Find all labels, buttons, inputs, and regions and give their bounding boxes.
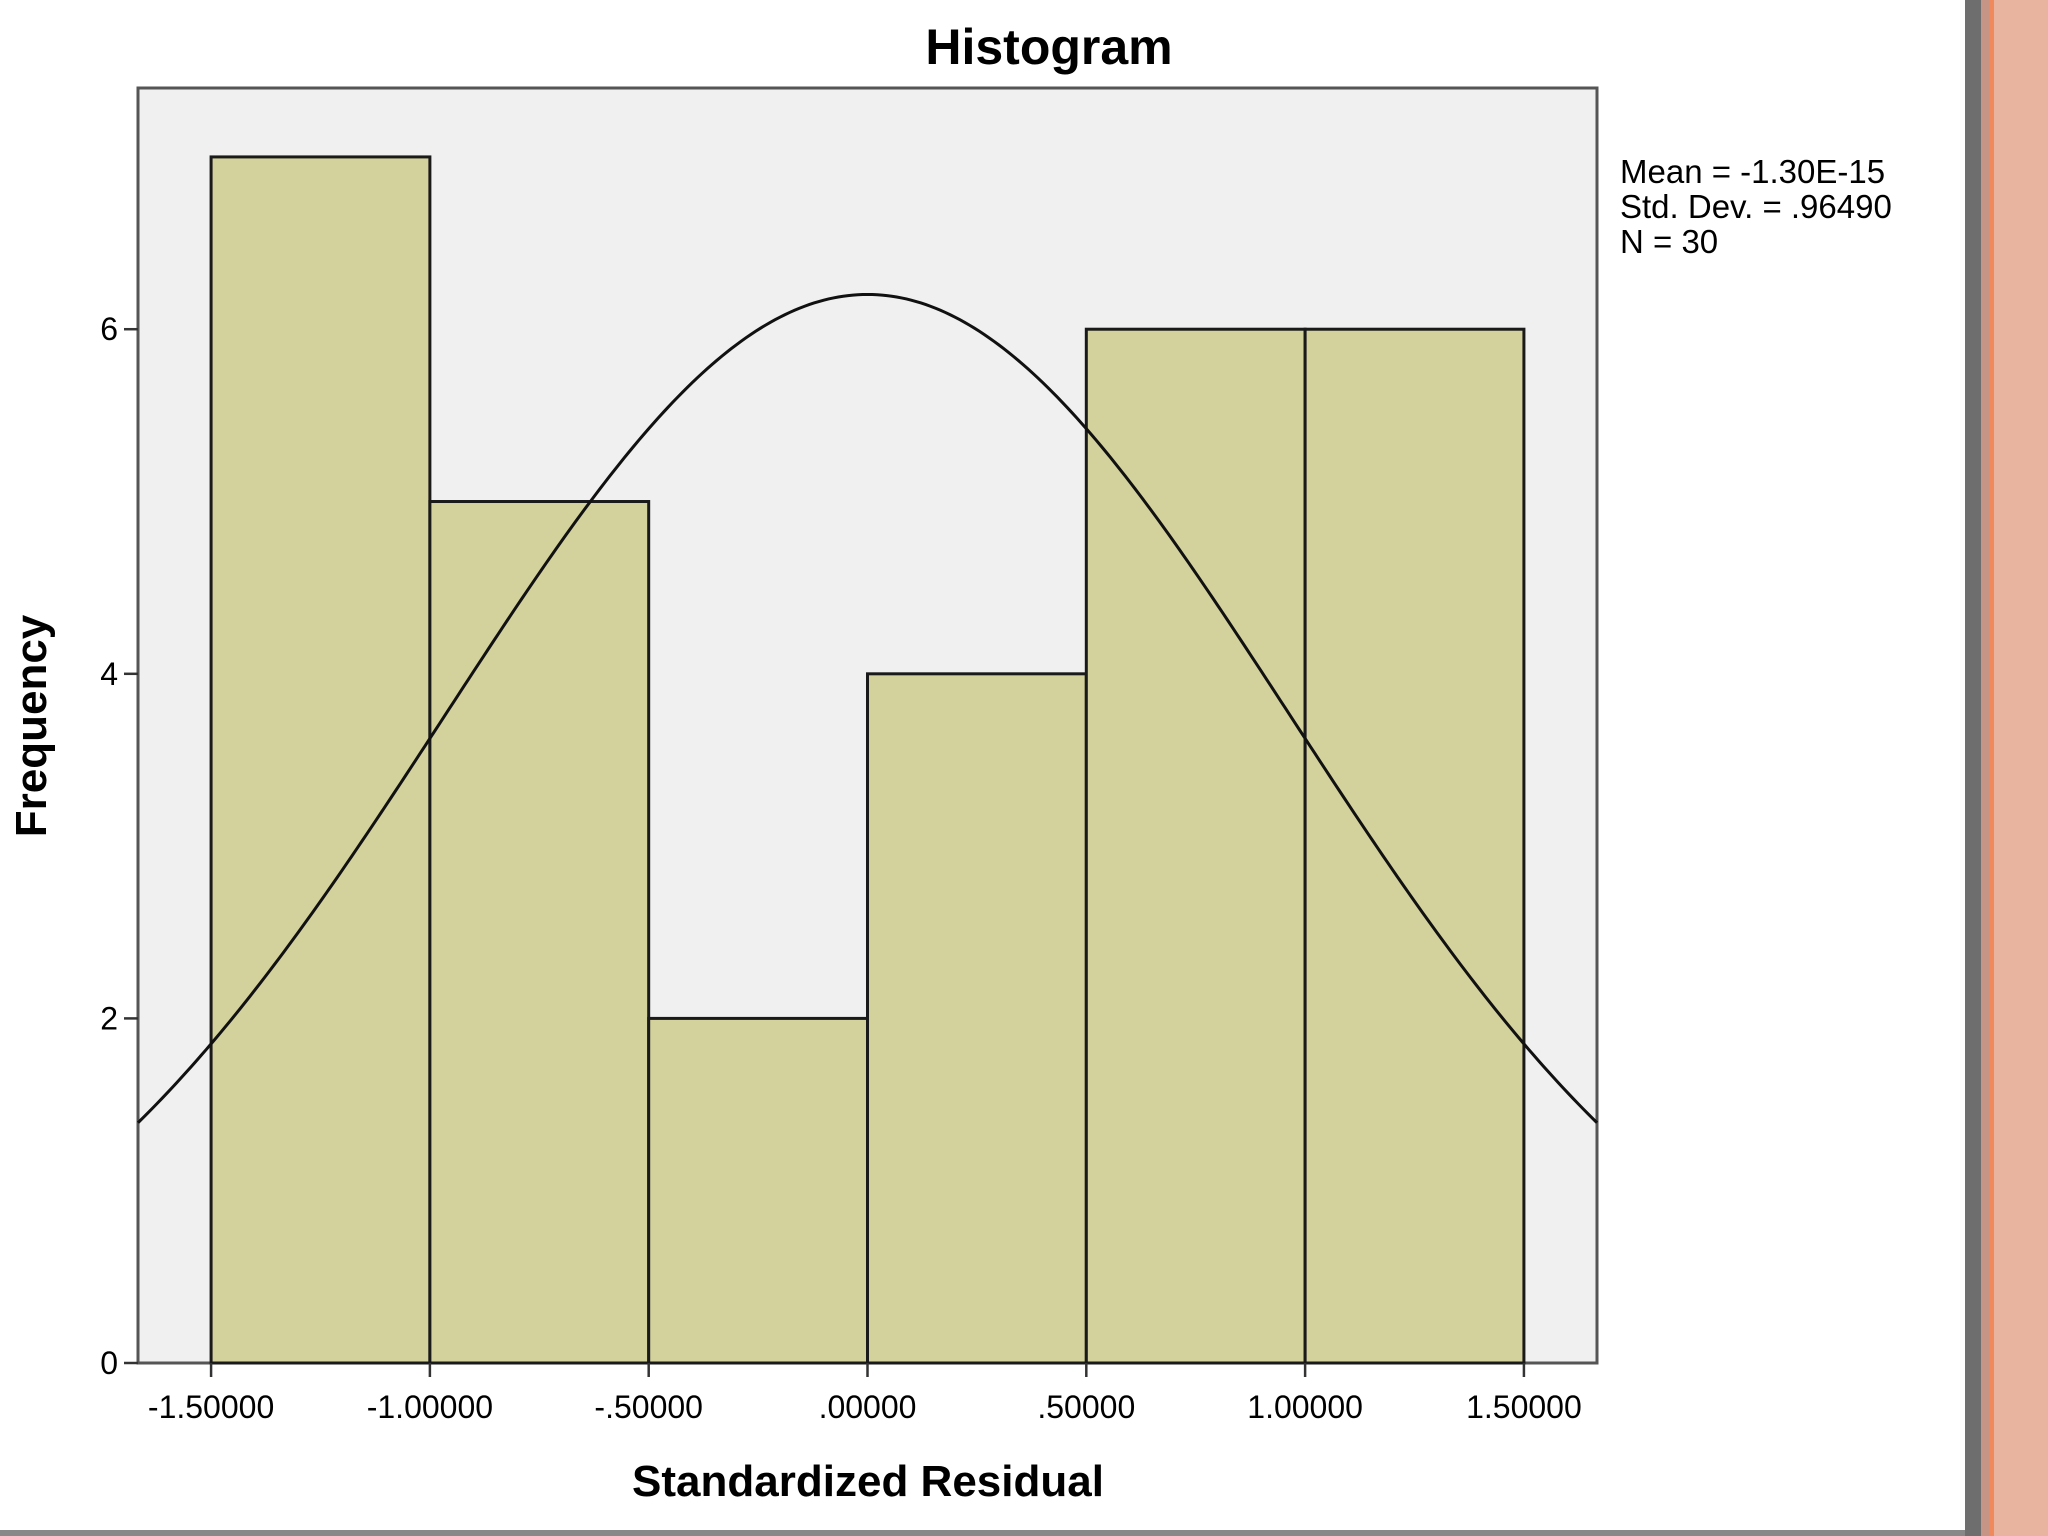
y-tick-label-2: 4 (100, 656, 118, 692)
x-tick-label-5: 1.00000 (1247, 1389, 1363, 1425)
histogram-bar-1 (209, 155, 432, 1365)
histogram-bar-5 (1084, 327, 1307, 1365)
y-tick-label-3: 6 (100, 311, 118, 347)
histogram-bar-4 (866, 672, 1088, 1365)
bars-group (209, 155, 1526, 1365)
stats-legend: Mean = -1.30E-15 Std. Dev. = .96490 N = … (1620, 153, 1892, 260)
y-tick-label-1: 2 (100, 1000, 118, 1036)
normal-curve (136, 292, 1599, 1124)
x-tick-label-0: -1.50000 (148, 1389, 274, 1425)
x-axis: -1.50000 -1.00000 -.50000 .00000 .50000 1.000… (148, 1363, 1582, 1425)
x-tick-label-1: -1.00000 (367, 1389, 493, 1425)
x-tick-label-6: 1.50000 (1466, 1389, 1582, 1425)
x-tick-label-3: .00000 (819, 1389, 917, 1425)
stats-std-dev: Std. Dev. = .96490 (1620, 188, 1892, 225)
histogram-bar-3 (647, 1016, 870, 1365)
y-axis: 0 2 4 6 (100, 311, 138, 1381)
x-tick-label-4: .50000 (1037, 1389, 1135, 1425)
histogram-bar-6 (1303, 327, 1526, 1365)
y-axis-title: Frequency (7, 614, 56, 837)
chart-title: Histogram (925, 19, 1172, 75)
stats-n: N = 30 (1620, 223, 1718, 260)
x-tick-label-2: -.50000 (594, 1389, 703, 1425)
histogram-bar-2 (428, 500, 651, 1365)
right-border (1965, 0, 2048, 1536)
x-axis-title: Standardized Residual (632, 1457, 1104, 1506)
bottom-border (0, 1530, 1965, 1536)
stats-mean: Mean = -1.30E-15 (1620, 153, 1885, 190)
y-tick-label-0: 0 (100, 1345, 118, 1381)
